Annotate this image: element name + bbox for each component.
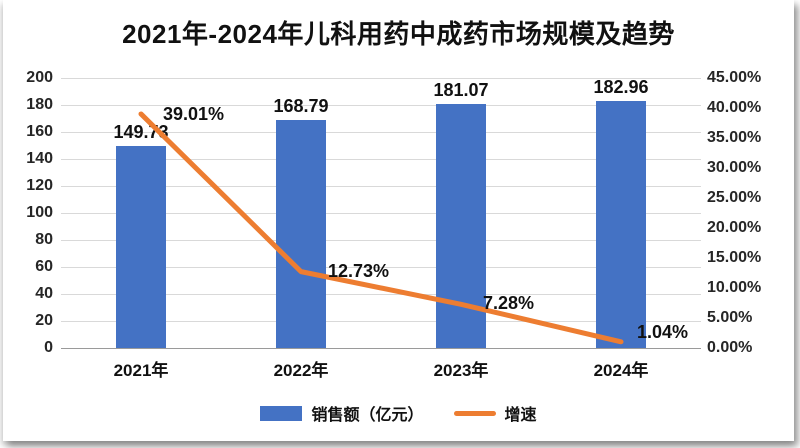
line-series-swatch [453,410,496,416]
x-axis: 2021年 2022年 2023年 2024年 [3,356,794,380]
right-axis-tick-label: 25.00% [707,189,762,206]
x-category-label: 2021年 [113,361,169,380]
left-axis-tick-label: 100 [26,204,53,221]
left-axis-tick-label: 20 [35,312,53,329]
right-axis-tick-label: 40.00% [707,99,762,116]
right-axis-tick-label: 20.00% [707,219,762,236]
right-axis-tick-label: 10.00% [707,279,762,296]
x-category-label: 2023年 [433,361,489,380]
x-category-label: 2022年 [273,361,329,380]
right-axis-tick-label: 35.00% [707,129,762,146]
gridline [61,294,701,295]
right-axis-tick-label: 5.00% [707,309,753,326]
gridline [61,132,701,133]
legend-item-sales: 销售额（亿元） [260,401,424,425]
gridline [61,213,701,214]
right-axis-tick-label: 30.00% [707,159,762,176]
left-axis-tick-label: 40 [35,285,53,302]
chart-title: 2021年-2024年儿科用药中成药市场规模及趋势 [122,19,675,49]
x-category-label: 2024年 [593,361,649,380]
bar-value-label: 181.07 [433,79,489,100]
legend-label-sales: 销售额（亿元） [311,407,424,424]
right-axis-tick-label: 0.00% [707,339,753,356]
gridline [61,105,701,106]
bar [116,145,166,348]
left-axis-tick-label: 60 [35,258,53,275]
right-axis-tick-label: 15.00% [707,249,762,266]
left-y-axis: 0 20 40 60 80 100 120 140 160 180 200 [7,69,53,356]
left-axis-tick-label: 180 [26,96,53,113]
left-axis-tick-label: 120 [26,177,53,194]
gridline [61,267,701,268]
plot-area: 149.73 168.79 181.07 182.96 39.01% 12.73% 7.28… [61,77,701,349]
growth-line [138,111,624,345]
left-axis-tick-label: 0 [44,339,53,356]
growth-line-path [138,111,624,345]
bar [596,101,646,348]
line-value-label: 39.01% [163,103,225,124]
gridline [61,240,701,241]
left-axis-tick-label: 160 [26,123,53,140]
legend-item-growth: 增速 [453,401,537,425]
line-value-label: 1.04% [637,321,689,342]
legend: 销售额（亿元） 增速 [3,401,794,425]
gridline [61,348,701,349]
bar-value-label: 168.79 [273,96,329,117]
left-axis-tick-label: 80 [35,231,53,248]
right-axis-tick-label: 45.00% [707,69,762,86]
legend-label-growth: 增速 [504,407,537,424]
gridline [61,186,701,187]
gridline [61,321,701,322]
bar [276,120,326,348]
left-axis-tick-label: 140 [26,150,53,167]
gridline [61,78,701,79]
right-y-axis: 0.00% 5.00% 10.00% 15.00% 20.00% 25.00% 30.00%… [707,69,793,356]
line-value-label: 7.28% [483,293,535,314]
bar-value-label: 182.96 [593,77,649,98]
line-value-label: 12.73% [328,260,390,281]
gridline [61,159,701,160]
bar-series-swatch [260,405,303,421]
left-axis-tick-label: 200 [26,69,53,86]
chart-card: 2021年-2024年儿科用药中成药市场规模及趋势 0 20 40 60 80 100 12… [3,0,794,441]
